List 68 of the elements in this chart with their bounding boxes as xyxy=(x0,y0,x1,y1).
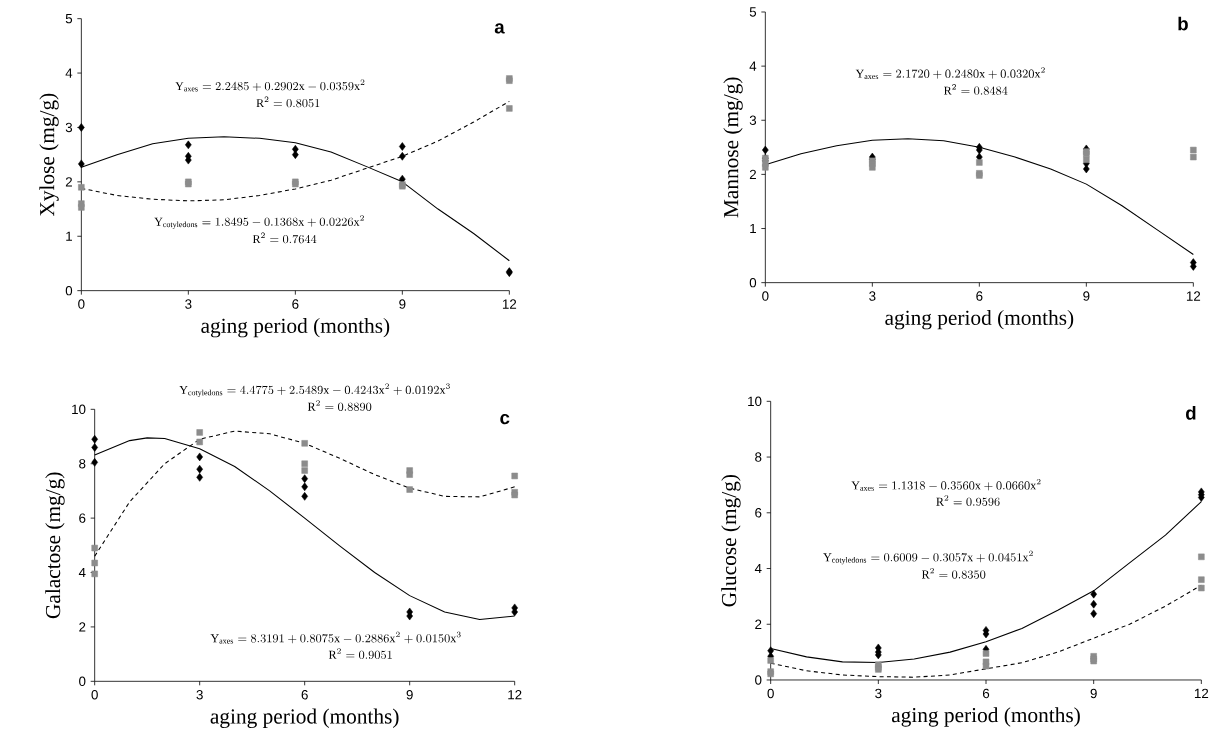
x-tick-label: 12 xyxy=(1194,688,1209,699)
x-axis-title: aging period (months) xyxy=(201,317,390,338)
x-tick-label: 12 xyxy=(1186,291,1201,301)
y-tick-label: 8 xyxy=(755,452,762,462)
annotation: $\mathrm{R}^{2} = 0.8484$ xyxy=(944,84,1008,95)
annotation: $\mathrm{Y}_{\mathrm{axes}} = 1.1318 - 0.3560\mathrm{x} + 0.0660\mathrm{x}^{2}$ xyxy=(851,478,1041,491)
y-tick-label: 6 xyxy=(755,508,762,518)
x-tick-label: 9 xyxy=(406,690,413,700)
y-tick-label: 2 xyxy=(749,169,756,180)
x-tick-label: 3 xyxy=(869,291,876,301)
x-tick-label: 0 xyxy=(762,291,769,301)
y-axis-title: Glucose (mg/g) xyxy=(721,474,741,607)
x-tick-label: 9 xyxy=(1090,688,1097,699)
x-tick-label: 3 xyxy=(875,688,882,699)
y-tick-label: 2 xyxy=(755,619,762,629)
x-tick-label: 12 xyxy=(502,299,517,309)
x-tick-label: 6 xyxy=(301,690,308,700)
annotation: $\mathrm{Y}_{\mathrm{axes}} = 2.1720 + 0.2480\mathrm{x} + 0.0320\mathrm{x}^{2}$ xyxy=(855,67,1045,79)
x-tick-label: 6 xyxy=(982,688,990,699)
x-axis-title: aging period (months) xyxy=(891,707,1080,727)
annotation: $\mathrm{Y}_{\mathrm{axes}} = 8.3191 + 0.8075\mathrm{x} - 0.2886\mathrm{x}^{2} + 0.0150\mathrm{x}^{3}$ xyxy=(210,631,461,644)
annotation: $\mathrm{R}^{2} = 0.8051$ xyxy=(256,96,320,108)
y-tick-label: 2 xyxy=(65,177,72,187)
x-tick-label: 6 xyxy=(292,299,299,309)
y-tick-label: 8 xyxy=(79,459,86,469)
y-tick-label: 0 xyxy=(749,277,757,288)
y-tick-label: 3 xyxy=(749,115,757,125)
y-tick-label: 0 xyxy=(755,675,762,685)
annotation: $\mathrm{R}^{2} = 0.9051$ xyxy=(328,648,392,659)
x-tick-label: 9 xyxy=(399,299,406,309)
y-axis-title: Mannose (mg/g) xyxy=(723,77,743,218)
chart-title: c xyxy=(500,414,510,425)
y-tick-label: 0 xyxy=(79,676,86,687)
x-tick-label: 3 xyxy=(185,299,192,309)
annotation: $\mathrm{Y}_{\mathrm{axes}} = 2.2485 + 0.2902\mathrm{x} - 0.0359\mathrm{x}^{2}$ xyxy=(175,79,365,92)
y-tick-label: 1 xyxy=(750,223,756,234)
y-tick-label: 10 xyxy=(748,396,762,407)
y-tick-label: 5 xyxy=(65,14,73,24)
annotation: $\mathrm{R}^{2} = 0.8350$ xyxy=(921,567,986,579)
y-tick-label: 4 xyxy=(65,68,73,78)
y-tick-label: 2 xyxy=(79,622,86,632)
chart-title: a xyxy=(494,23,505,34)
y-axis-title: Xylose (mg/g) xyxy=(39,93,59,217)
x-axis-title: aging period (months) xyxy=(885,309,1074,330)
chart-title: b xyxy=(1178,16,1188,31)
x-tick-label: 6 xyxy=(976,291,983,301)
y-tick-label: 4 xyxy=(754,563,762,574)
y-tick-label: 1 xyxy=(66,231,72,241)
x-tick-label: 9 xyxy=(1083,291,1090,301)
y-tick-label: 4 xyxy=(78,567,86,578)
annotation: $\mathrm{R}^{2} = 0.7644$ xyxy=(252,232,317,244)
y-tick-label: 4 xyxy=(749,61,757,71)
text: $\mathrm{Y}_{\mathrm{cotyledons}} = 4.4775 + 2.5489\mathrm{x} - 0.4243\mathrm{x}^{2} + 0.0192\mathrm{x}^{3}$ xyxy=(179,383,450,397)
y-tick-label: 5 xyxy=(749,7,757,17)
y-tick-label: 3 xyxy=(65,122,73,133)
x-tick-label: 0 xyxy=(767,688,774,699)
x-tick-label: 12 xyxy=(508,690,522,700)
annotation: $\mathrm{Y}_{\mathrm{cotyledons}} = 1.8495 -0.1368\mathrm{x} + 0.0226\mathrm{x}^{2}$ xyxy=(154,215,364,229)
chart-title: d xyxy=(1186,406,1196,420)
x-tick-label: 3 xyxy=(196,690,203,700)
y-tick-label: 6 xyxy=(79,513,86,523)
x-tick-label: 0 xyxy=(91,690,98,700)
annotation: $\mathrm{R}^{2} = 0.9596$ xyxy=(936,495,1000,506)
y-axis-title: Galactose (mg/g) xyxy=(45,472,65,619)
annotation: $\mathrm{Y}_{\mathrm{cotyledons}} = 0.6009 - 0.3057\mathrm{x} + 0.0451\mathrm{x}^{2}$ xyxy=(823,550,1033,565)
x-axis-title: aging period (months) xyxy=(210,708,399,729)
y-tick-label: 10 xyxy=(72,404,86,415)
annotation: $\mathrm{R}^{2} = 0.8890$ xyxy=(307,400,372,411)
